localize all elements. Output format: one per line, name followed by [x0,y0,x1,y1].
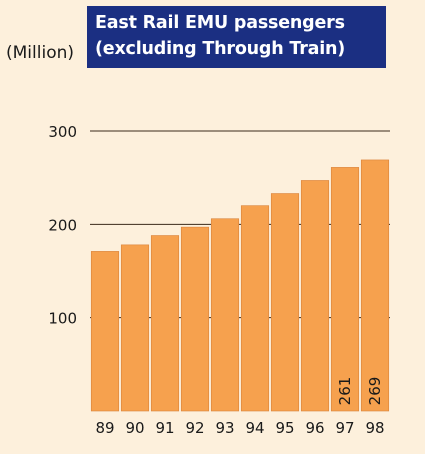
y-unit-label: (Million) [6,43,74,63]
x-tick-label-89: 89 [95,419,114,437]
x-tick-label-90: 90 [125,419,144,437]
y-tick-label-300: 300 [48,123,77,141]
bar-90 [120,244,150,412]
chart-title-line-1: East Rail EMU passengers [95,13,345,33]
x-tick-label-94: 94 [245,419,264,437]
bar-98 [360,159,390,412]
bar-96 [300,180,330,412]
bar-95 [270,193,300,412]
x-tick-label-97: 97 [335,419,354,437]
bar-94 [240,205,270,412]
chart-title-box: East Rail EMU passengers (excluding Thro… [87,6,386,68]
x-tick-label-98: 98 [365,419,384,437]
bar-97 [330,167,360,412]
x-tick-label-96: 96 [305,419,324,437]
x-tick-label-92: 92 [185,419,204,437]
bar-92 [180,226,210,412]
x-tick-label-91: 91 [155,419,174,437]
y-tick-label-100: 100 [48,310,77,328]
bar-93 [210,218,240,412]
labels: 100 200 300 89 90 91 92 93 94 95 96 97 261 98 269 [48,123,384,437]
data-label-98: 269 [366,377,384,406]
bars [90,159,390,412]
x-tick-label-95: 95 [275,419,294,437]
bar-89 [90,251,120,412]
y-tick-label-200: 200 [48,216,77,234]
bar-91 [150,235,180,412]
x-tick-label-93: 93 [215,419,234,437]
chart-title-line-2: (excluding Through Train) [95,39,346,59]
data-label-97: 261 [336,377,354,406]
